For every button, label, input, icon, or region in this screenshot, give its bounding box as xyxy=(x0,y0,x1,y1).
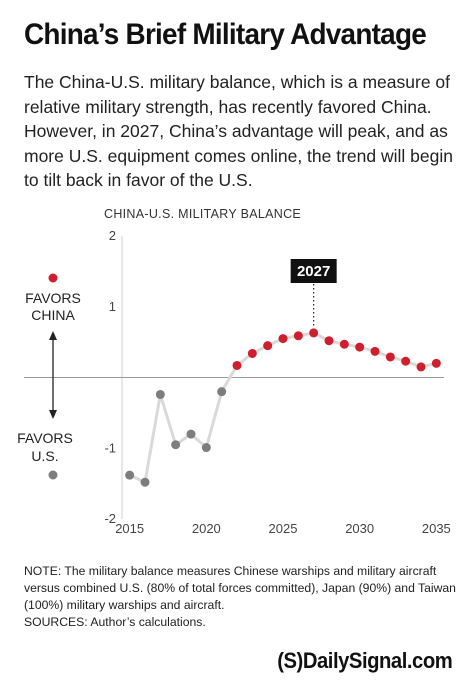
x-tick-label: 2020 xyxy=(192,521,221,536)
data-point-2034 xyxy=(416,362,426,372)
logo-mark: (S) xyxy=(276,648,303,673)
data-point-2029 xyxy=(339,339,349,349)
data-point-2021 xyxy=(217,387,227,397)
data-point-2020 xyxy=(201,443,211,453)
x-tick-label: 2035 xyxy=(422,521,451,536)
data-point-2027 xyxy=(309,328,319,338)
favors-china-label-line2: CHINA xyxy=(31,307,75,323)
logo-text: DailySignal.com xyxy=(302,648,453,673)
x-tick-label: 2030 xyxy=(345,521,374,536)
data-point-2019 xyxy=(186,429,196,439)
data-point-2017 xyxy=(155,389,165,399)
arrow-down-icon xyxy=(49,410,57,419)
favors-china-label-line1: FAVORS xyxy=(25,290,81,306)
y-tick-label: 2 xyxy=(109,228,116,243)
data-point-2033 xyxy=(401,356,411,366)
data-point-2035 xyxy=(431,358,441,368)
data-point-2024 xyxy=(263,341,273,351)
arrow-up-icon xyxy=(49,331,57,340)
data-point-2016 xyxy=(140,477,150,487)
data-point-2028 xyxy=(324,336,334,346)
data-point-2022 xyxy=(232,360,242,370)
data-point-2025 xyxy=(278,334,288,344)
chart-label: CHINA-U.S. MILITARY BALANCE xyxy=(104,207,302,221)
sources-text: SOURCES: Author’s calculations. xyxy=(24,615,206,629)
footnote: NOTE: The military balance measures Chin… xyxy=(24,563,460,631)
favors-us-legend-dot xyxy=(48,470,58,480)
y-tick-label: -1 xyxy=(104,440,116,455)
y-tick-label: -2 xyxy=(104,511,116,526)
data-point-2031 xyxy=(370,346,380,356)
annotation-box xyxy=(290,259,337,283)
chart-title: China’s Brief Military Advantage xyxy=(24,18,427,51)
data-point-2018 xyxy=(171,440,181,450)
y-tick-label: 1 xyxy=(109,299,116,314)
x-tick-label: 2025 xyxy=(269,521,298,536)
favors-us-label-line1: FAVORS xyxy=(17,430,73,446)
favors-us-label-line2: U.S. xyxy=(31,448,58,464)
data-point-2026 xyxy=(293,331,303,341)
note-text: NOTE: The military balance measures Chin… xyxy=(24,564,456,612)
favors-china-legend-dot xyxy=(48,273,58,283)
chart-subtitle: The China-U.S. military balance, which i… xyxy=(24,72,453,190)
data-point-2030 xyxy=(355,342,365,352)
data-point-2032 xyxy=(385,352,395,362)
data-point-2023 xyxy=(247,348,257,358)
data-point-2015 xyxy=(125,470,135,480)
x-tick-label: 2015 xyxy=(115,521,144,536)
annotation-label: 2027 xyxy=(297,263,330,280)
daily-signal-logo: (S)DailySignal.com xyxy=(276,648,453,674)
